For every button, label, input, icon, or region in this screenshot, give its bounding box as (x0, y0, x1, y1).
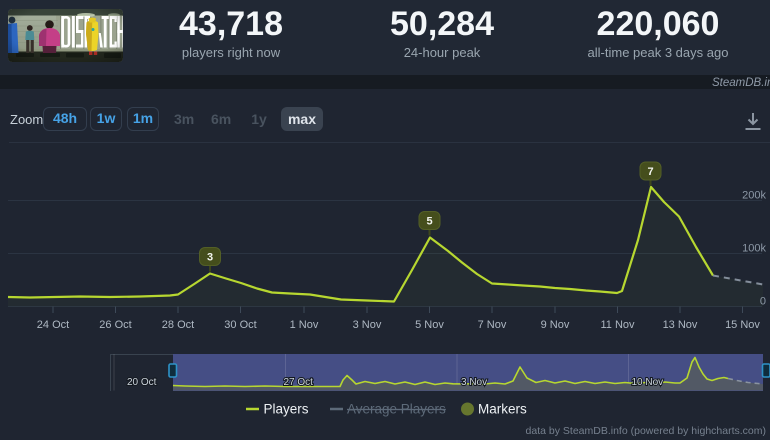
svg-text:data by SteamDB.info (powered: data by SteamDB.info (powered by highcha… (526, 425, 766, 437)
svg-text:3 Nov: 3 Nov (461, 377, 487, 388)
svg-text:5: 5 (426, 216, 432, 228)
svg-text:27 Oct: 27 Oct (284, 377, 314, 388)
svg-text:13 Nov: 13 Nov (663, 319, 698, 331)
svg-text:26 Oct: 26 Oct (99, 319, 131, 331)
svg-text:0: 0 (760, 296, 766, 308)
svg-text:15 Nov: 15 Nov (725, 319, 760, 331)
svg-text:9 Nov: 9 Nov (541, 319, 570, 331)
svg-text:100k: 100k (742, 243, 766, 255)
svg-text:20 Oct: 20 Oct (127, 377, 157, 388)
svg-text:7: 7 (647, 166, 653, 178)
svg-text:200k: 200k (742, 190, 766, 202)
svg-text:24 Oct: 24 Oct (37, 319, 69, 331)
svg-text:3 Nov: 3 Nov (353, 319, 382, 331)
svg-text:10 Nov: 10 Nov (632, 377, 664, 388)
svg-text:Average Players: Average Players (347, 402, 446, 417)
svg-text:30 Oct: 30 Oct (224, 319, 256, 331)
svg-text:Players: Players (264, 402, 309, 417)
svg-text:11 Nov: 11 Nov (600, 319, 635, 331)
svg-text:1 Nov: 1 Nov (290, 319, 319, 331)
svg-text:Markers: Markers (478, 402, 527, 417)
svg-text:28 Oct: 28 Oct (162, 319, 194, 331)
svg-text:3: 3 (207, 252, 213, 264)
svg-text:7 Nov: 7 Nov (478, 319, 507, 331)
svg-text:5 Nov: 5 Nov (415, 319, 444, 331)
